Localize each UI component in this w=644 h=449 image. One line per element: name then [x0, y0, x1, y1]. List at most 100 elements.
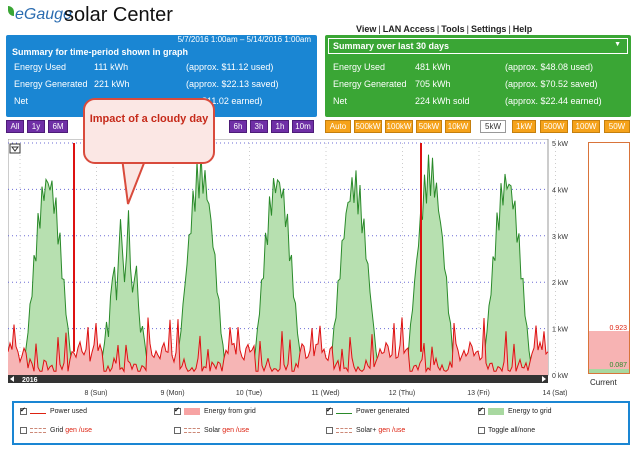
- summary-period-panel: 5/7/2016 1:00am – 5/14/2016 1:00am Summa…: [6, 35, 317, 117]
- summary-30day-dropdown[interactable]: Summary over last 30 days ▼: [328, 38, 628, 54]
- page-title: solar Center: [64, 4, 173, 26]
- generation-area: [327, 170, 381, 376]
- current-panel: 0.923 0.087: [588, 142, 630, 374]
- x-tick-label: 9 (Mon): [160, 390, 184, 397]
- chart-legend: Power used Energy from grid Power genera…: [12, 401, 630, 445]
- row-note: (approx. $48.08 used): [505, 62, 594, 72]
- range-6h-button[interactable]: 6h: [229, 120, 247, 133]
- scale-50kw-button[interactable]: 50kW: [416, 120, 442, 133]
- legend-solar[interactable]: Solar gen /use: [174, 425, 249, 437]
- collapse-box[interactable]: [9, 143, 21, 154]
- row-value: 481 kWh: [415, 62, 451, 72]
- scale-100w-button[interactable]: 100W: [572, 120, 600, 133]
- range-1y-button[interactable]: 1y: [27, 120, 45, 133]
- power-chart[interactable]: 0 kW 1 kW 2 kW 3 kW 4 kW 5 kW 2016 8 (Sun) 9 (M…: [8, 139, 578, 397]
- summary-period-head: 5/7/2016 1:00am – 5/14/2016 1:00am Summa…: [6, 35, 317, 57]
- scale-auto-button[interactable]: Auto: [325, 120, 351, 133]
- collapse-toggle[interactable]: [9, 143, 21, 154]
- legend-label: Solar+: [356, 427, 377, 434]
- current-label: Current: [590, 378, 617, 387]
- range-1h-button[interactable]: 1h: [271, 120, 289, 133]
- x-tick-label: 14 (Sat): [543, 390, 568, 397]
- checkbox[interactable]: [174, 426, 181, 434]
- range-all-button[interactable]: All: [6, 120, 24, 133]
- legend-energy-from-grid[interactable]: Energy from grid: [174, 405, 256, 418]
- scale-500w-button[interactable]: 500W: [540, 120, 568, 133]
- period-row-net: Net $11.02 earned): [6, 93, 317, 110]
- swatch: [30, 427, 46, 433]
- row-label: Net: [333, 96, 348, 106]
- y-axis: 0 kW 1 kW 2 kW 3 kW 4 kW 5 kW: [552, 141, 568, 380]
- checkbox[interactable]: [326, 405, 333, 417]
- swatch: [184, 427, 200, 433]
- dropdown-arrow-icon: ▼: [614, 41, 621, 48]
- summary-period-title: Summary for time-period shown in graph: [12, 47, 189, 57]
- callout-tail: [120, 158, 148, 205]
- legend-power-generated[interactable]: Power generated: [326, 405, 410, 418]
- nav-lan-access[interactable]: LAN Access: [382, 24, 435, 34]
- legend-grid[interactable]: Grid gen /use: [20, 425, 92, 437]
- checkbox[interactable]: [20, 405, 27, 417]
- y-tick-label: 1 kW: [552, 327, 568, 334]
- x-tick-label: 12 (Thu): [389, 390, 415, 397]
- legend-power-used[interactable]: Power used: [20, 405, 87, 418]
- y-tick-label: 0 kW: [552, 373, 568, 380]
- usage-line: [8, 143, 549, 375]
- scale-1kw-button[interactable]: 1kW: [512, 120, 536, 133]
- checkbox[interactable]: [478, 426, 485, 434]
- nav-view[interactable]: View: [356, 24, 377, 34]
- top-nav: View | LAN Access | Tools | Settings | Help: [356, 24, 533, 34]
- range-6m-button[interactable]: 6M: [48, 120, 68, 133]
- range-3h-button[interactable]: 3h: [250, 120, 268, 133]
- checkbox[interactable]: [20, 426, 27, 434]
- callout-pointer: [120, 158, 148, 205]
- legend-label: Power generated: [356, 408, 410, 415]
- y-tick-label: 2 kW: [552, 280, 568, 287]
- leaf-icon: [8, 6, 14, 16]
- nav-tools[interactable]: Tools: [441, 24, 465, 34]
- scale-5kw-button[interactable]: 5kW: [480, 120, 506, 133]
- legend-solar-plus[interactable]: Solar+ gen /use: [326, 425, 405, 437]
- period-row-generated: Energy Generated 221 kWh (approx. $22.13 s…: [6, 76, 317, 93]
- 30day-row-net: Net 224 kWh sold (approx. $22.44 earned): [325, 93, 631, 110]
- period-row-used: Energy Used 111 kWh (approx. $11.12 used): [6, 59, 317, 76]
- current-used-fill: [589, 331, 629, 373]
- scale-100kw-button[interactable]: 100kW: [385, 120, 413, 133]
- egauge-logo: eGauge: [8, 6, 72, 24]
- scroll-right-icon[interactable]: [542, 376, 546, 382]
- legend-label: Solar: [204, 427, 221, 434]
- scale-50w-button[interactable]: 50W: [604, 120, 630, 133]
- swatch: [336, 427, 352, 433]
- swatch: [488, 407, 504, 415]
- y-tick-label: 4 kW: [552, 187, 568, 194]
- annotation-callout: Impact of a cloudy day: [83, 98, 215, 164]
- time-scrollbar[interactable]: [8, 375, 548, 383]
- scroll-left-icon[interactable]: [10, 376, 14, 382]
- row-note: $11.02 earned): [202, 96, 263, 106]
- legend-toggle-all[interactable]: Toggle all/none: [478, 425, 535, 437]
- 30day-row-generated: Energy Generated 705 kWh (approx. $70.52 s…: [325, 76, 631, 93]
- nav-help[interactable]: Help: [512, 24, 533, 34]
- generation-area: [174, 154, 228, 376]
- checkbox[interactable]: [326, 426, 333, 434]
- generation-area: [250, 178, 305, 376]
- checkbox[interactable]: [478, 405, 485, 417]
- swatch: [30, 409, 46, 414]
- checkbox[interactable]: [174, 405, 181, 417]
- 30day-row-used: Energy Used 481 kWh (approx. $48.08 used): [325, 59, 631, 76]
- range-10m-button[interactable]: 10m: [292, 120, 314, 133]
- legend-suffix: gen /use: [222, 427, 250, 434]
- x-axis[interactable]: 2016 8 (Sun) 9 (Mon) 10 (Tue) 11 (Wed) 12 (Th…: [8, 375, 567, 397]
- x-start-label: 2016: [22, 377, 38, 384]
- current-gen-fill: [589, 369, 629, 373]
- swatch: [336, 409, 352, 414]
- scale-10kw-button[interactable]: 10kW: [445, 120, 471, 133]
- scale-500kw-button[interactable]: 500kW: [354, 120, 382, 133]
- current-used-value: 0.923: [609, 325, 627, 332]
- nav-settings[interactable]: Settings: [470, 24, 507, 34]
- legend-suffix: gen /use: [378, 427, 406, 434]
- row-note: (approx. $22.13 saved): [186, 79, 279, 89]
- row-value: 221 kWh: [94, 79, 130, 89]
- logo-text: Gauge: [23, 6, 72, 23]
- legend-energy-to-grid[interactable]: Energy to grid: [478, 405, 552, 418]
